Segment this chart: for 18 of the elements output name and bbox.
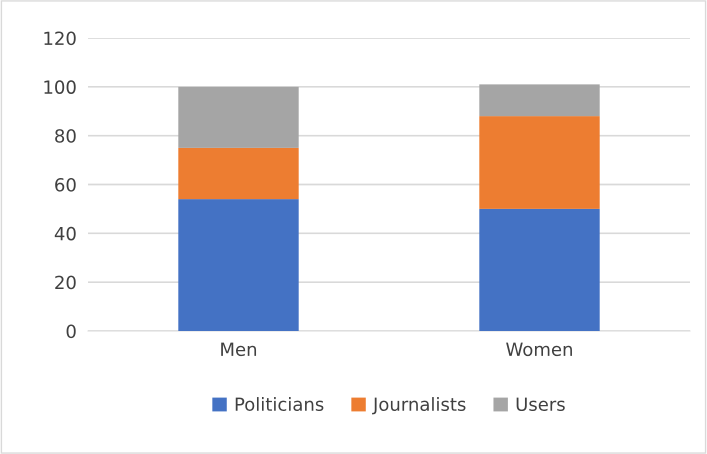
y-tick-label: 60 xyxy=(55,178,76,192)
y-tick-label: 40 xyxy=(54,226,76,240)
y-tick-label: 0 xyxy=(66,324,76,338)
y-tick-label: 20 xyxy=(55,276,76,290)
bar xyxy=(479,116,600,209)
bar xyxy=(178,148,299,200)
bar xyxy=(178,199,299,331)
y-tick-label: 80 xyxy=(55,129,76,143)
bar xyxy=(178,86,299,148)
y-tick-label: 120 xyxy=(44,31,76,46)
y-tick-label: 100 xyxy=(44,80,76,94)
bar xyxy=(479,208,600,331)
legend-label: Users xyxy=(516,398,565,412)
x-tick-label: Women xyxy=(506,342,572,356)
legend-label: Politicians xyxy=(236,397,324,412)
bar xyxy=(479,84,600,116)
x-tick-label: Men xyxy=(221,342,256,356)
legend-label: Journalists xyxy=(372,397,466,414)
